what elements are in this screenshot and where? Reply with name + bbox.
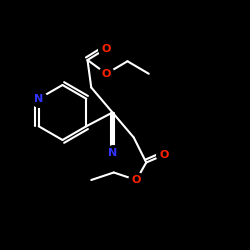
Text: O: O bbox=[132, 175, 141, 185]
Text: O: O bbox=[102, 44, 111, 54]
Text: O: O bbox=[102, 69, 111, 79]
Text: O: O bbox=[159, 150, 168, 160]
Text: O: O bbox=[159, 150, 168, 160]
Text: N: N bbox=[108, 148, 117, 158]
Text: O: O bbox=[132, 175, 141, 185]
Text: N: N bbox=[34, 94, 43, 104]
Text: O: O bbox=[102, 44, 111, 54]
Text: N: N bbox=[108, 148, 117, 158]
Text: O: O bbox=[102, 69, 111, 79]
Text: N: N bbox=[34, 94, 43, 104]
